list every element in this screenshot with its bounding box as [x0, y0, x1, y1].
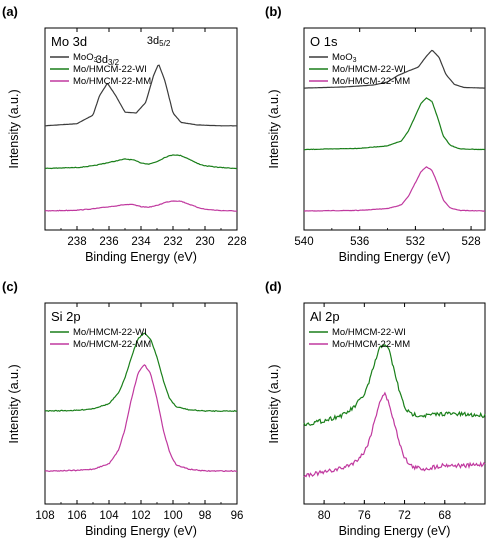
peak-annotation: 3d3/2	[96, 54, 120, 67]
legend-label: Mo/HMCM-22-WI	[73, 327, 147, 338]
legend-label: Mo/HMCM-22-WI	[332, 64, 406, 75]
panel-label: (b)	[265, 4, 282, 19]
y-axis-label: Intensity (a.u.)	[7, 89, 21, 168]
series-line	[303, 97, 486, 151]
x-tick-label: 100	[163, 510, 182, 522]
legend-label: Mo/HMCM-22-MM	[73, 339, 151, 350]
series-line	[44, 154, 237, 170]
plot-frame	[303, 27, 486, 231]
panel-title: O 1s	[310, 34, 338, 49]
y-axis-label: Intensity (a.u.)	[7, 364, 21, 443]
x-tick-label: 68	[438, 510, 451, 522]
series-line	[44, 364, 238, 473]
series-line	[44, 200, 238, 212]
series-line	[44, 332, 238, 413]
series-line	[304, 49, 486, 89]
panel-title: Mo 3d	[51, 34, 87, 49]
series-line	[303, 391, 486, 478]
plot-frame	[303, 302, 486, 505]
legend-label: MoO3	[332, 52, 357, 64]
panel-label: (d)	[265, 279, 282, 294]
x-tick-label: 236	[99, 236, 118, 248]
x-tick-label: 96	[231, 510, 244, 522]
panel-d: (d) Al 2p 80 76 72 68 Binding Energy (eV) Inten…	[265, 279, 486, 538]
x-tick-label: 106	[67, 510, 86, 522]
panel-a: (a) Mo 3d 238 236 234 232 230 228 Binding Energy…	[2, 4, 247, 264]
legend-label: Mo/HMCM-22-MM	[332, 76, 410, 87]
legend-label: Mo/HMCM-22-MM	[73, 76, 151, 87]
series-line	[303, 343, 486, 427]
x-axis-label: Binding Energy (eV)	[339, 250, 451, 264]
legend-label: Mo/HMCM-22-MM	[332, 339, 410, 350]
x-tick-label: 238	[67, 236, 86, 248]
x-axis-label: Binding Energy (eV)	[85, 250, 197, 264]
panel-title: Al 2p	[310, 309, 340, 324]
x-tick-label: 536	[350, 236, 369, 248]
x-tick-label: 228	[227, 236, 246, 248]
x-tick-label: 102	[131, 510, 150, 522]
x-tick-label: 532	[406, 236, 425, 248]
x-tick-label: 540	[294, 236, 313, 248]
x-tick-label: 80	[318, 510, 331, 522]
x-tick-label: 104	[99, 510, 119, 522]
x-tick-label: 98	[199, 510, 212, 522]
x-axis-label: Binding Energy (eV)	[339, 524, 451, 538]
peak-annotation: 3d5/2	[147, 35, 171, 48]
x-tick-label: 72	[398, 510, 411, 522]
x-tick-label: 528	[461, 236, 480, 248]
y-axis-label: Intensity (a.u.)	[267, 364, 281, 443]
x-tick-label: 232	[163, 236, 182, 248]
x-axis-label: Binding Energy (eV)	[85, 524, 197, 538]
legend-label: Mo/HMCM-22-WI	[332, 327, 406, 338]
panel-c: (c) Si 2p 108 106 104 102 100 98 96 Binding Energ…	[2, 279, 243, 538]
y-axis-label: Intensity (a.u.)	[267, 89, 281, 168]
panel-b: (b) O 1s 540 536 532 528 Binding Energy (eV) In…	[265, 4, 486, 264]
x-tick-label: 234	[131, 236, 151, 248]
x-tick-label: 76	[358, 510, 371, 522]
series-line	[304, 166, 486, 212]
panel-label: (a)	[2, 4, 18, 19]
x-tick-label: 230	[195, 236, 214, 248]
panel-label: (c)	[2, 279, 18, 294]
series-line	[44, 64, 238, 127]
x-tick-label: 108	[35, 510, 54, 522]
panel-title: Si 2p	[51, 309, 81, 324]
legend-label: Mo/HMCM-22-WI	[73, 64, 147, 75]
legend-label: MoO3	[73, 52, 98, 64]
